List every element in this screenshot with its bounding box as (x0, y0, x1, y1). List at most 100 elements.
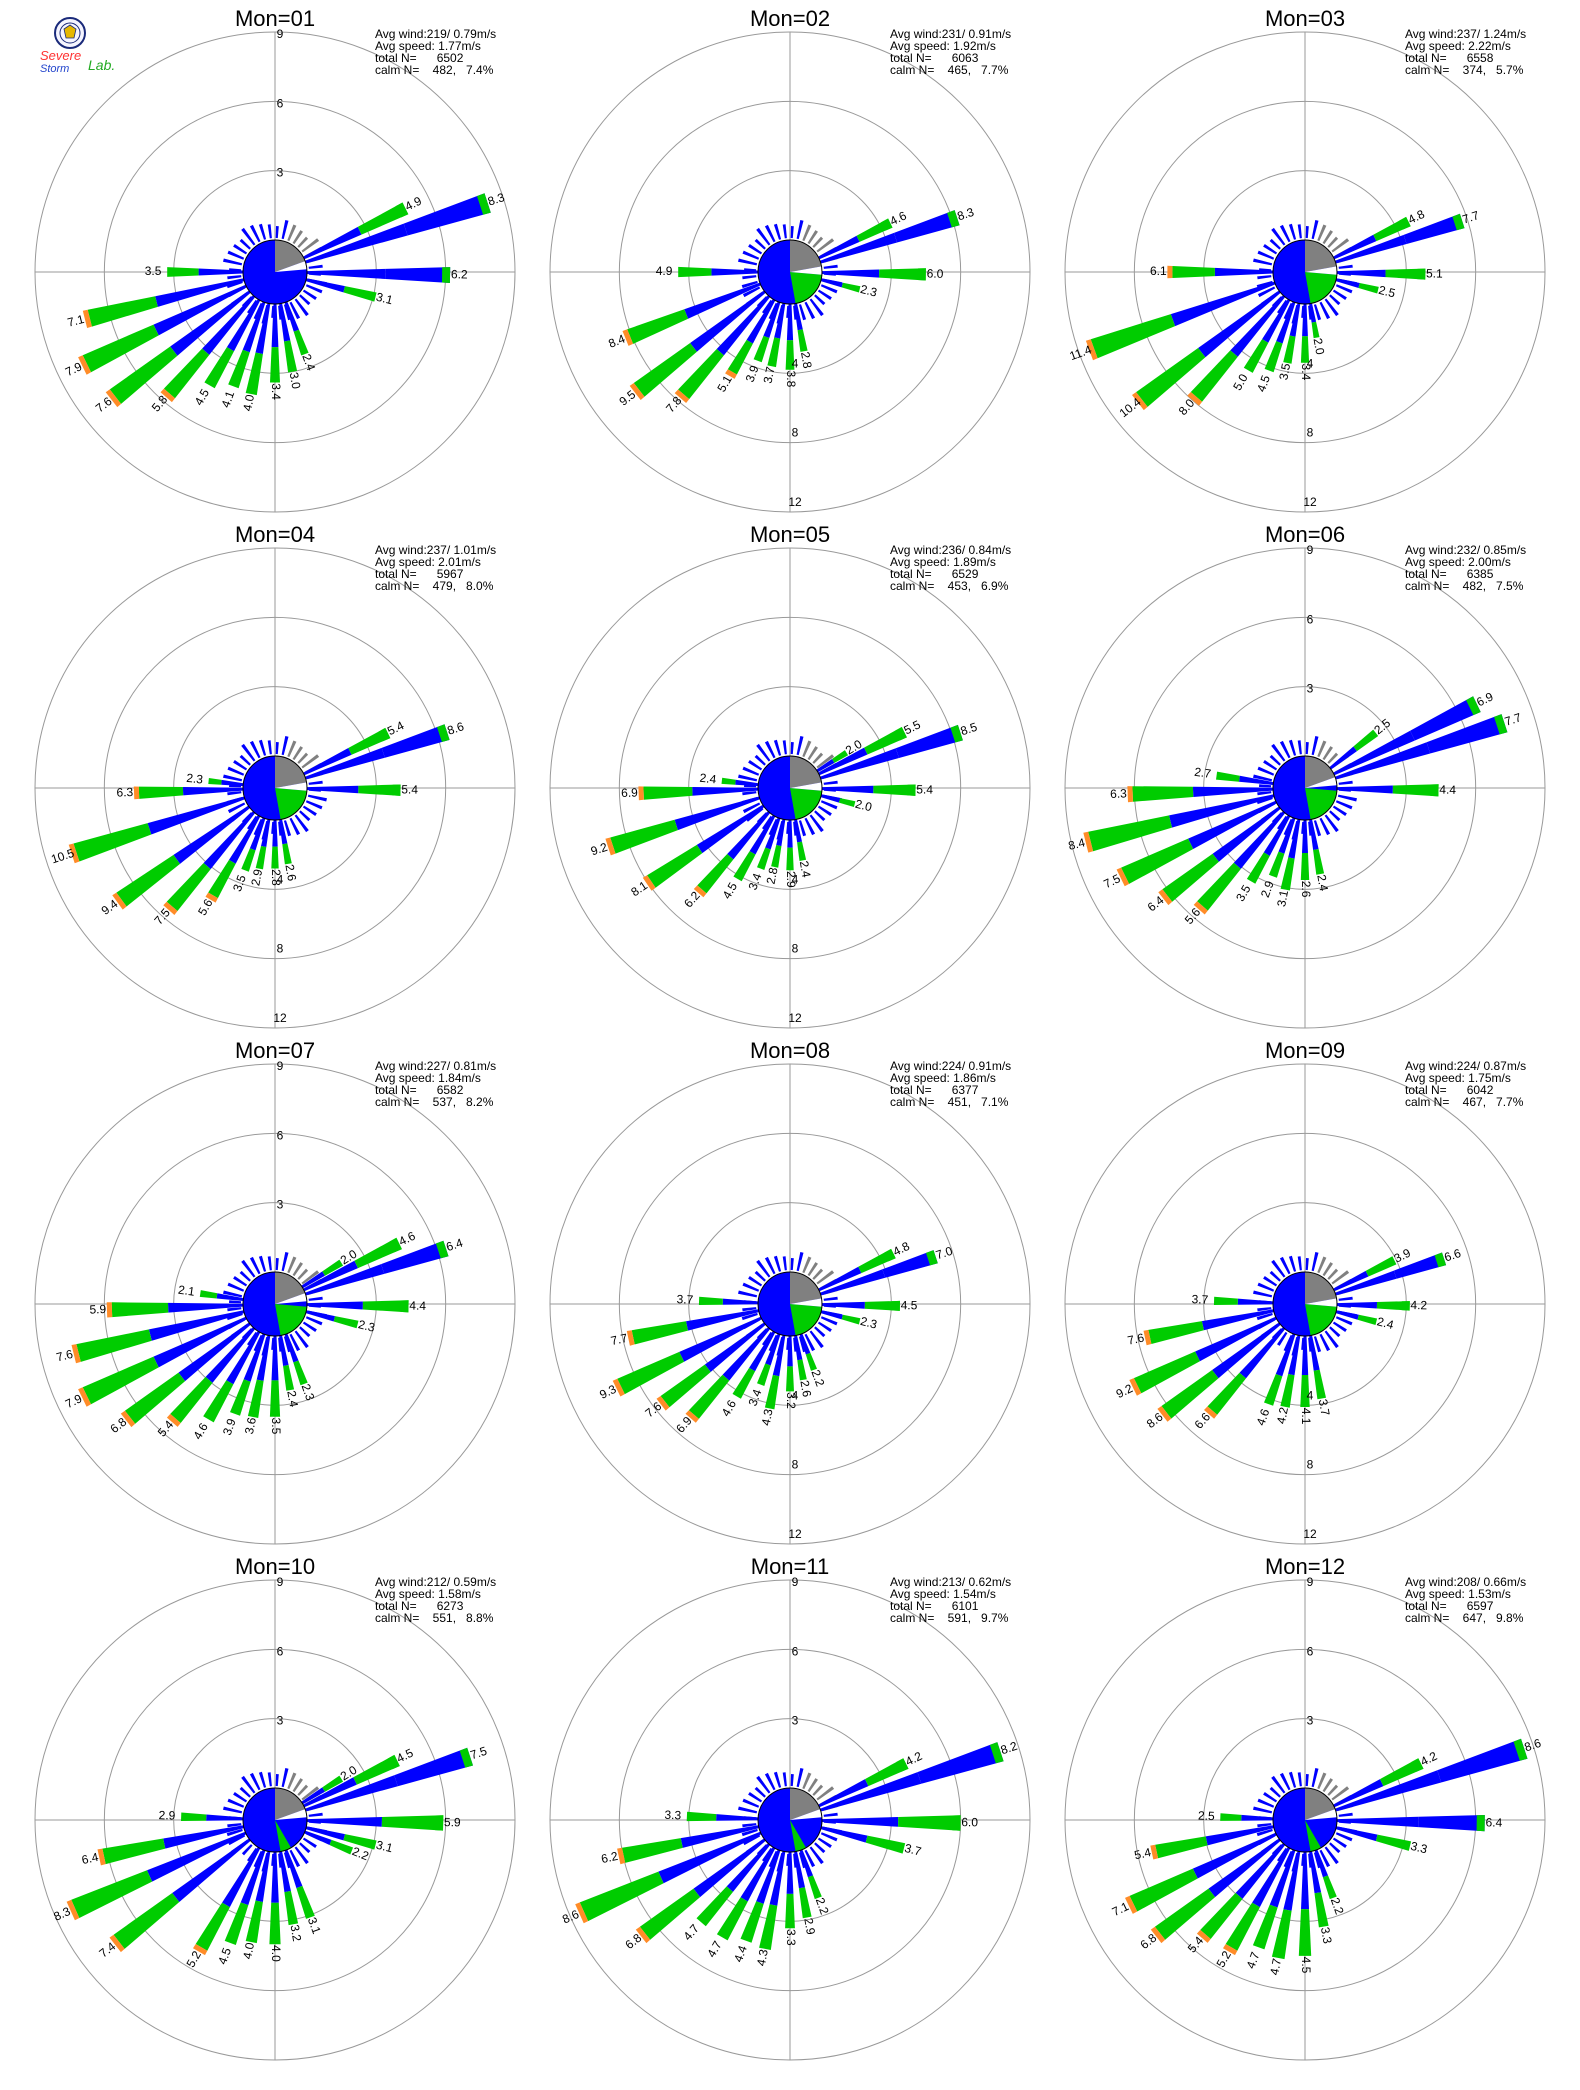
calm-pie-outline (1272, 1271, 1338, 1337)
minor-petal (798, 820, 807, 837)
minor-petal (294, 1846, 309, 1865)
petal-blue-72 (820, 1269, 886, 1296)
minor-petal (1259, 784, 1272, 788)
ring-label: 3 (1307, 682, 1314, 696)
petal-blue-180 (271, 1336, 279, 1381)
stats-line: Avg speed: 1.92m/s (890, 39, 996, 53)
petal-orange-236 (642, 875, 656, 891)
petal-value-label: 4.5 (215, 1945, 234, 1966)
petal-tip-72 (1494, 714, 1508, 735)
petal-blue-180 (272, 820, 278, 847)
petal-green-91 (1392, 784, 1439, 797)
petal-value-label: 9.2 (589, 840, 610, 859)
petal-tip-91 (907, 784, 916, 796)
minor-petal (305, 284, 323, 294)
petal-blue-232 (704, 1322, 766, 1372)
wind-rose-07: 6.44.62.04.42.32.32.43.53.63.94.65.46.87… (34, 1038, 516, 1545)
minor-petal (817, 805, 832, 816)
minor-petal (742, 1834, 761, 1846)
minor-petal (812, 1268, 824, 1280)
petal-green-270 (167, 267, 199, 277)
minor-petal (809, 1846, 824, 1865)
petal-tip-64 (389, 1237, 402, 1253)
petal-value-label: 2.4 (1314, 873, 1331, 892)
petal-blue-278 (1239, 775, 1274, 785)
petal-value-label: 4.1 (1299, 1408, 1313, 1425)
minor-petal (1263, 1792, 1278, 1803)
petal-green-64 (353, 1754, 400, 1785)
petal-orange-232 (1157, 1406, 1172, 1422)
petal-value-label: 2.9 (248, 868, 265, 887)
petal-blue-232 (1198, 290, 1281, 358)
stats-line: Avg speed: 1.58m/s (375, 1587, 481, 1601)
stats-line: Avg wind:236/ 0.84m/s (890, 543, 1011, 557)
petal-green-170 (1313, 1369, 1326, 1400)
ring-label: 6 (277, 96, 284, 110)
petal-blue-210 (1262, 299, 1291, 343)
stats-line: calm N= 465, 7.7% (890, 63, 1009, 77)
petal-value-label: 4.6 (719, 1397, 740, 1419)
petal-blue-200 (1276, 301, 1296, 344)
petal-blue-160 (284, 1849, 303, 1889)
petal-orange-232 (1150, 1926, 1166, 1944)
ring-label: 4 (1307, 356, 1314, 370)
minor-petal (287, 224, 297, 242)
petal-green-180 (269, 1380, 281, 1417)
stats-line: total N= 6385 (1405, 567, 1494, 581)
minor-petal (748, 760, 763, 771)
petal-value-label: 7.0 (934, 1244, 955, 1263)
calm-pie-gray (1305, 1788, 1336, 1820)
petal-blue-170 (1309, 303, 1317, 323)
minor-petal (233, 1792, 248, 1803)
minor-petal (773, 223, 782, 240)
minor-petal (796, 736, 804, 756)
petal-value-label: 4.1 (218, 389, 237, 410)
petal-green-104 (333, 1316, 359, 1329)
petal-orange-268 (133, 786, 140, 800)
petal-green-91 (385, 267, 451, 283)
calm-pie-gray (790, 756, 822, 788)
minor-petal (302, 1321, 317, 1332)
petal-orange-244 (1129, 1378, 1142, 1396)
calm-pie-outline (242, 1271, 308, 1337)
petal-orange-258 (1150, 1844, 1159, 1860)
petal-green-91 (898, 1815, 961, 1831)
petal-green-200 (230, 1379, 251, 1416)
petal-blue-200 (763, 301, 781, 338)
petal-value-label: 4.8 (1406, 207, 1427, 227)
minor-petal (241, 1259, 256, 1278)
petal-value-label: 2.3 (299, 1382, 318, 1403)
minor-petal (239, 238, 251, 250)
petal-green-191 (764, 1374, 780, 1410)
petal-blue-258 (163, 1825, 244, 1849)
stats-line: total N= 6042 (1405, 1083, 1494, 1097)
minor-petal (756, 1259, 771, 1278)
ring-label: 12 (1303, 495, 1317, 509)
petal-orange-248 (622, 329, 634, 346)
petal-orange-221 (163, 901, 178, 915)
petal-green-64 (1380, 1758, 1424, 1787)
minor-petal (301, 754, 320, 769)
petal-green-104 (838, 798, 856, 807)
petal-green-72 (1426, 714, 1508, 754)
minor-petal (798, 304, 807, 321)
minor-petal (1338, 264, 1353, 269)
petal-value-label: 3.7 (761, 365, 778, 384)
petal-green-72 (381, 724, 450, 758)
minor-petal (1324, 1330, 1339, 1349)
petal-green-221 (678, 349, 724, 400)
calm-pie-green (1305, 1820, 1321, 1852)
petal-value-label: 2.4 (299, 352, 318, 373)
minor-petal (289, 301, 301, 320)
minor-petal (281, 1768, 289, 1788)
petal-green-72 (394, 1747, 473, 1787)
minor-petal (1329, 1326, 1341, 1338)
calm-pie-outline (757, 1271, 823, 1337)
stats-line: Avg speed: 2.01m/s (375, 555, 481, 569)
petal-blue-170 (279, 1851, 291, 1893)
stats-line: Avg wind:213/ 0.62m/s (890, 1575, 1011, 1589)
petal-blue-210 (746, 299, 776, 344)
petal-value-label: 4.6 (190, 1420, 211, 1442)
petal-value-label: 2.2 (813, 1896, 832, 1917)
petal-green-244 (82, 1356, 159, 1405)
